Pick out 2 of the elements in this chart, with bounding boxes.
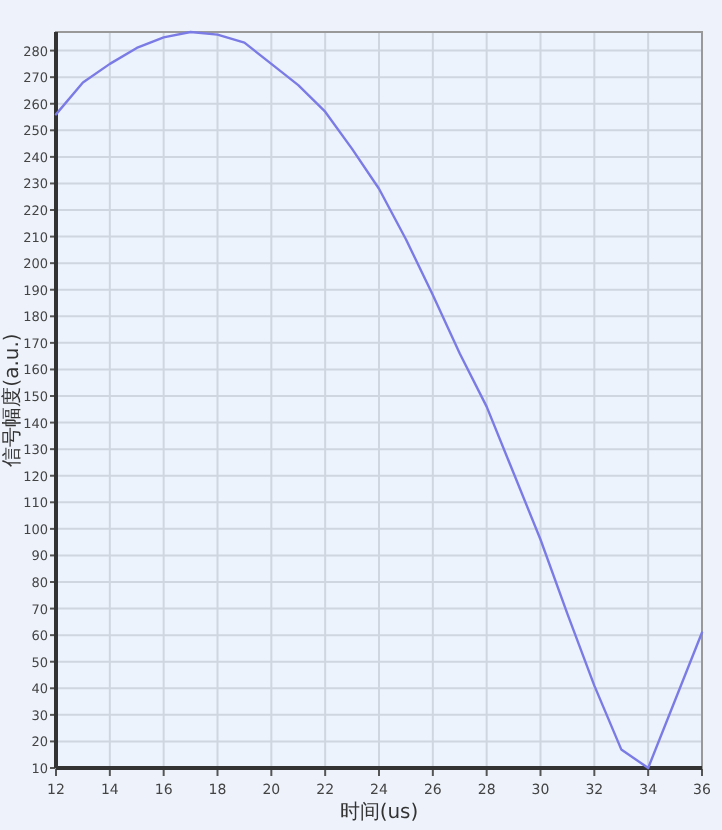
x-axis-title: 时间(us) bbox=[339, 800, 419, 824]
y-axis-title: 信号幅度(a.u.) bbox=[0, 333, 24, 467]
